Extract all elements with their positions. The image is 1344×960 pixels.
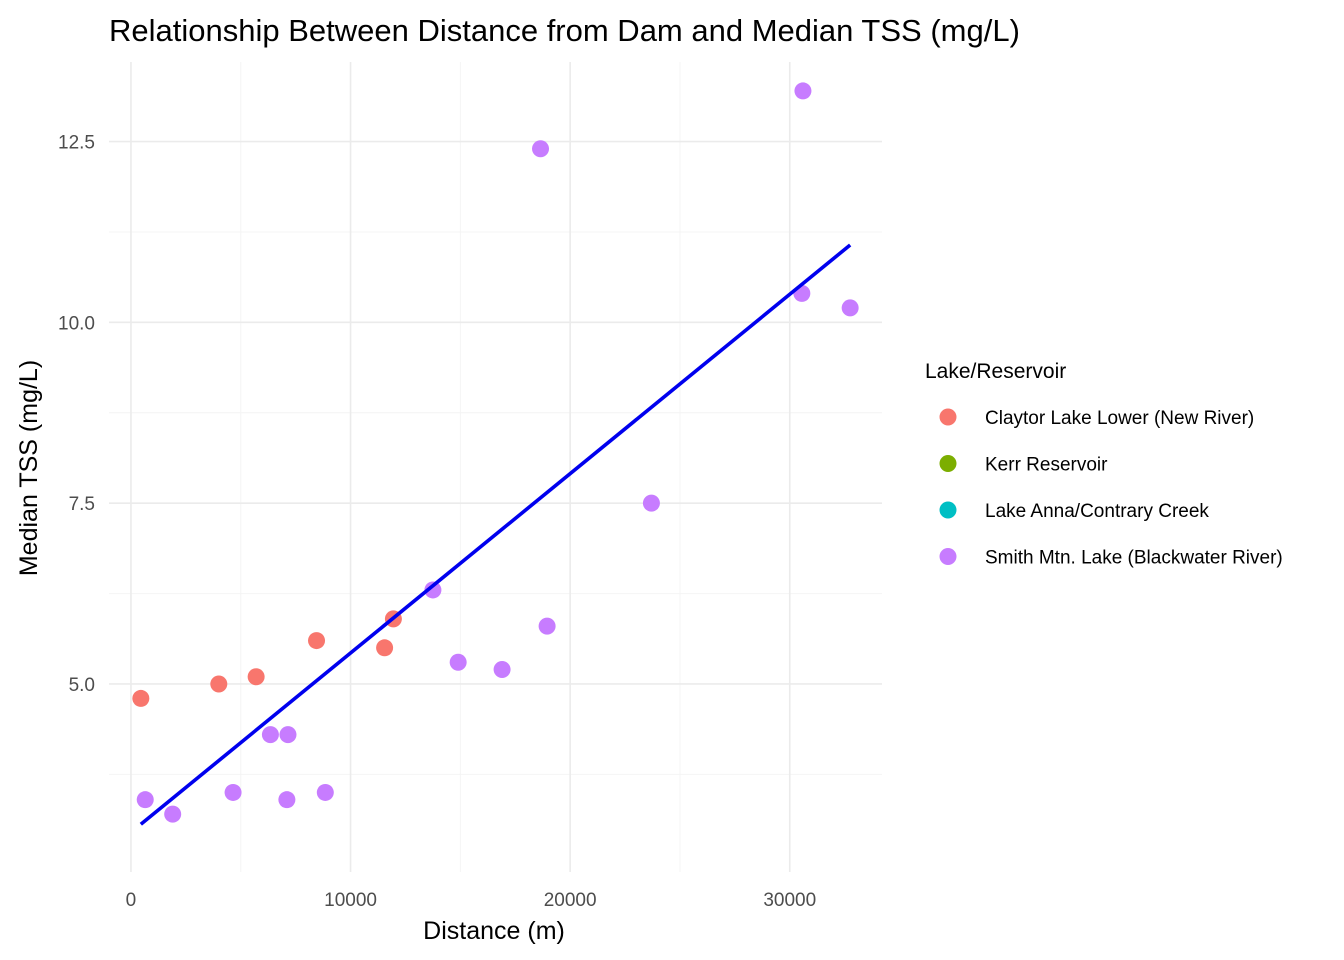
- data-point: [532, 140, 550, 158]
- legend-label: Kerr Reservoir: [985, 455, 1108, 476]
- y-tick-label: 12.5: [58, 133, 95, 154]
- data-point: [308, 632, 326, 650]
- chart-title: Relationship Between Distance from Dam a…: [109, 13, 1020, 48]
- data-point: [164, 805, 182, 823]
- data-point: [449, 653, 467, 671]
- legend-title: Lake/Reservoir: [925, 360, 1066, 383]
- legend-swatch: [939, 548, 957, 565]
- y-axis-title: Median TSS (mg/L): [15, 360, 43, 576]
- data-point: [278, 791, 296, 809]
- data-point: [794, 82, 812, 100]
- grid: [109, 62, 882, 872]
- data-point: [316, 783, 334, 801]
- data-point: [376, 639, 394, 657]
- axis-ticks: 0 10000 20000 30000 5.0 7.5 10.0 12.5: [58, 133, 816, 911]
- data-point: [247, 668, 265, 686]
- x-tick-label: 30000: [763, 890, 816, 911]
- x-tick-label: 10000: [324, 890, 377, 911]
- legend-swatch: [939, 455, 957, 472]
- legend-label: Lake Anna/Contrary Creek: [985, 501, 1209, 522]
- legend: Lake/Reservoir Claytor Lake Lower (New R…: [925, 360, 1283, 569]
- legend-swatch: [939, 408, 957, 426]
- data-point: [132, 689, 150, 707]
- trend-line: [139, 243, 852, 826]
- y-tick-label: 10.0: [58, 313, 95, 334]
- y-tick-label: 7.5: [69, 494, 95, 515]
- data-point: [224, 783, 242, 801]
- data-point: [424, 581, 442, 599]
- legend-swatch: [939, 501, 957, 519]
- y-tick-label: 5.0: [69, 675, 95, 696]
- data-point: [538, 617, 556, 635]
- data-point: [136, 791, 154, 809]
- data-point: [279, 726, 297, 744]
- data-point: [493, 661, 511, 678]
- data-points: [132, 82, 859, 823]
- data-point: [261, 726, 279, 744]
- legend-label: Claytor Lake Lower (New River): [985, 408, 1254, 429]
- data-point: [841, 299, 859, 317]
- x-tick-label: 20000: [544, 890, 597, 911]
- data-point: [210, 675, 228, 693]
- legend-label: Smith Mtn. Lake (Blackwater River): [985, 548, 1283, 569]
- x-tick-label: 0: [126, 890, 137, 911]
- x-axis-title: Distance (m): [423, 917, 565, 945]
- data-point: [642, 494, 660, 512]
